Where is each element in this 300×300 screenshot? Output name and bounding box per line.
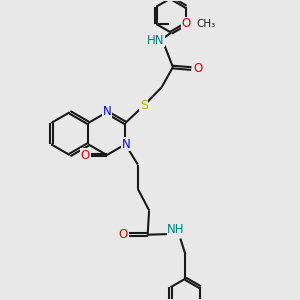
Text: HN: HN <box>147 34 164 47</box>
Text: O: O <box>118 228 127 241</box>
Text: N: N <box>102 105 111 118</box>
Text: O: O <box>182 17 191 31</box>
Text: N: N <box>122 138 130 151</box>
Text: S: S <box>140 99 148 112</box>
Text: O: O <box>194 62 203 75</box>
Text: O: O <box>80 148 89 162</box>
Text: NH: NH <box>167 223 184 236</box>
Text: CH₃: CH₃ <box>196 19 216 29</box>
